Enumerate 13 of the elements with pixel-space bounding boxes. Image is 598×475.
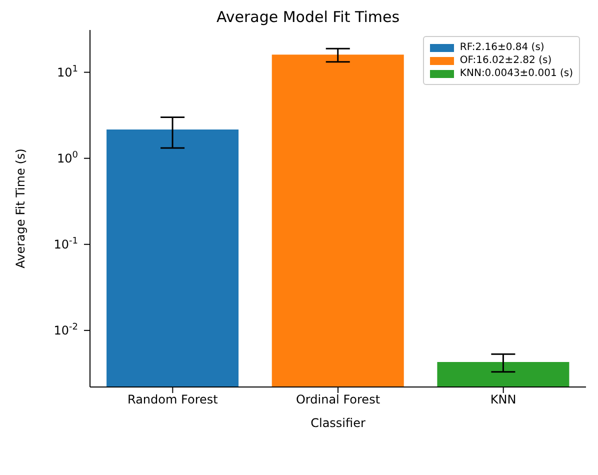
y-tick-label: 10$^{-2}$: [54, 322, 78, 338]
chart-title: Average Model Fit Times: [215, 8, 401, 26]
x-tick-label: Random Forest: [128, 392, 218, 407]
y-axis-title: Average Fit Time (s): [13, 148, 28, 268]
y-tick-label: 10$^{0}$: [56, 150, 78, 166]
y-tick-label: 10$^{1}$: [56, 64, 78, 80]
legend-label: OF:16.02±2.82 (s): [460, 55, 552, 66]
legend-label: RF:2.16±0.84 (s): [460, 42, 544, 53]
x-tick-label: Ordinal Forest: [296, 392, 380, 407]
legend-label: KNN:0.0043±0.001 (s): [460, 68, 573, 79]
x-axis-title: Classifier: [310, 416, 366, 430]
x-tick-label: KNN: [490, 392, 516, 407]
y-tick-label: 10$^{-1}$: [54, 236, 78, 252]
